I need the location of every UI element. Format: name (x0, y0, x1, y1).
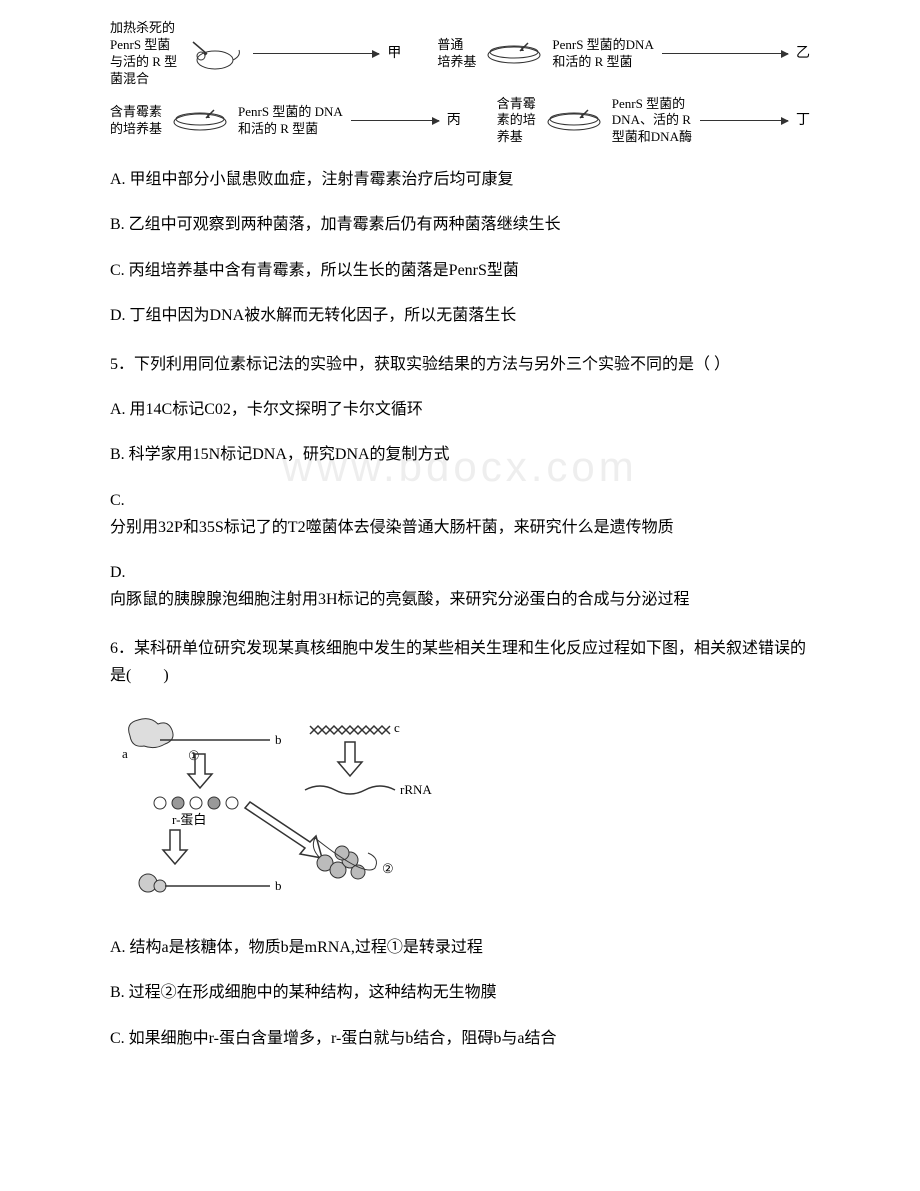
arrow-icon (351, 120, 439, 121)
choice-5b: B. 科学家用15N标记DNA，研究DNA的复制方式 (110, 441, 810, 468)
choice-4c: C. 丙组培养基中含有青霉素，所以生长的菌落是PenrS型菌 (110, 257, 810, 284)
label-circle2: ② (382, 861, 394, 876)
choice-4d: D. 丁组中因为DNA被水解而无转化因子，所以无菌落生长 (110, 302, 810, 329)
label-circle1: ① (188, 748, 200, 763)
label-rprotein: r-蛋白 (172, 812, 206, 827)
choice-5c: C. 分别用32P和35S标记了的T2噬菌体去侵染普通大肠杆菌，来研究什么是遗传… (110, 487, 810, 541)
petri-dish-icon (484, 41, 544, 67)
mouse-icon (185, 36, 245, 72)
row1-mid-box: 甲 (387, 43, 401, 65)
experiment-diagram: 加热杀死的 PenrS 型菌 与活的 R 型 菌混合 甲 普通 培养基 Penr… (110, 20, 810, 146)
choice-6c: C. 如果细胞中r-蛋白含量增多，r-蛋白就与b结合，阻碍b与a结合 (110, 1025, 810, 1052)
petri-dish-icon (544, 108, 604, 134)
arrow-icon (700, 120, 788, 121)
label-rrna: rRNA (400, 782, 432, 797)
choice-6a: A. 结构a是核糖体，物质b是mRNA,过程①是转录过程 (110, 934, 810, 961)
choice-4a: A. 甲组中部分小鼠患败血症，注射青霉素治疗后均可康复 (110, 166, 810, 193)
arrow-icon (253, 53, 379, 54)
arrow-icon (662, 53, 788, 54)
row2-mid-box: 丙 (447, 110, 461, 132)
row2-left-label: 含青霉素 的培养基 (110, 104, 162, 138)
row2-right-label: PenrS 型菌的 DNA、活的 R 型菌和DNA酶 (612, 96, 692, 147)
label-b2: b (275, 878, 282, 893)
choice-4b: B. 乙组中可观察到两种菌落，加青霉素后仍有两种菌落继续生长 (110, 211, 810, 238)
row2-end-box: 丁 (796, 110, 810, 132)
row2-medium-label: 含青霉 素的培 养基 (497, 96, 536, 147)
question-6-stem: 6．某科研单位研究发现某真核细胞中发生的某些相关生理和生化反应过程如下图，相关叙… (110, 635, 810, 689)
label-a: a (122, 746, 128, 761)
label-b1: b (275, 732, 282, 747)
row1-left-label: 加热杀死的 PenrS 型菌 与活的 R 型 菌混合 (110, 20, 177, 88)
label-c: c (394, 720, 400, 735)
row1-medium-label: 普通 培养基 (437, 37, 476, 71)
diagram-row-1: 加热杀死的 PenrS 型菌 与活的 R 型 菌混合 甲 普通 培养基 Penr… (110, 20, 810, 88)
choice-5d: D. 向豚鼠的胰腺腺泡细胞注射用3H标记的亮氨酸，来研究分泌蛋白的合成与分泌过程 (110, 559, 810, 613)
choice-6b: B. 过程②在形成细胞中的某种结构，这种结构无生物膜 (110, 979, 810, 1006)
biology-diagram: a b ① r-蛋白 b c (110, 708, 810, 917)
row2-mid-label: PenrS 型菌的 DNA 和活的 R 型菌 (238, 104, 343, 138)
petri-dish-icon (170, 108, 230, 134)
question-5-stem: 5．下列利用同位素标记法的实验中，获取实验结果的方法与另外三个实验不同的是（ ） (110, 351, 810, 378)
row1-right-label: PenrS 型菌的DNA 和活的 R 型菌 (552, 37, 653, 71)
diagram-row-2: 含青霉素 的培养基 PenrS 型菌的 DNA 和活的 R 型菌 丙 含青霉 素… (110, 96, 810, 147)
choice-5a: A. 用14C标记C02，卡尔文探明了卡尔文循环 (110, 396, 810, 423)
row1-end-box: 乙 (796, 43, 810, 65)
